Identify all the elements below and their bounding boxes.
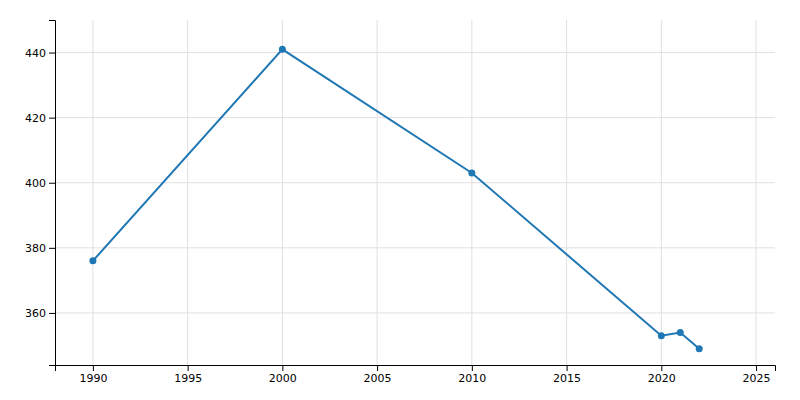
y-tick-mark [49,53,55,54]
x-tick: 1995 [174,365,202,385]
x-tick-mark [567,365,568,371]
x-tick-mark [188,365,189,371]
x-tick: 2025 [743,365,771,385]
y-tick: 420 [25,112,55,125]
y-tick: 360 [25,307,55,320]
x-tick-label: 1990 [79,372,107,385]
y-tick-label: 360 [25,307,46,320]
x-tick: 2010 [458,365,486,385]
grid-line-y [55,52,775,53]
y-tick: 400 [25,177,55,190]
y-tick-mark [49,248,55,249]
y-tick: 380 [25,242,55,255]
y-tick-label: 420 [25,112,46,125]
point [658,332,665,339]
x-tick-label: 2025 [743,372,771,385]
x-tick: 2015 [553,365,581,385]
grid-line-y [55,247,775,248]
y-tick-label: 380 [25,242,46,255]
x-tick-mark [377,365,378,371]
x-tick-label: 2005 [364,372,392,385]
marks [89,46,702,352]
x-tick-label: 2015 [553,372,581,385]
x-tick: 1990 [79,365,107,385]
point [677,329,684,336]
x-axis-line [56,366,776,372]
x-tick-label: 2020 [648,372,676,385]
point [468,169,475,176]
chart-svg: 1990 1995 2000 2005 2010 2015 2020 2025 360 380 40… [0,0,800,400]
y-tick-mark [49,118,55,119]
x-tick-label: 1995 [174,372,202,385]
point [279,46,286,53]
x-tick-mark [661,365,662,371]
x-axis: 1990 1995 2000 2005 2010 2015 2020 2025 [56,365,776,385]
y-tick: 440 [25,47,55,60]
y-axis: 360 380 400 420 440 [25,21,56,366]
y-axis-line [49,21,56,366]
x-tick-label: 2010 [458,372,486,385]
line [93,49,699,348]
x-tick: 2005 [364,365,392,385]
x-tick-mark [472,365,473,371]
y-tick-label: 440 [25,47,46,60]
x-tick: 2020 [648,365,676,385]
y-tick-label: 400 [25,177,46,190]
y-tick-mark [49,313,55,314]
x-tick-mark [282,365,283,371]
y-tick-mark [49,183,55,184]
x-tick-mark [756,365,757,371]
x-tick-mark [93,365,94,371]
grid-line-y [55,117,775,118]
x-tick-label: 2000 [269,372,297,385]
x-tick: 2000 [269,365,297,385]
grid [55,20,775,365]
point [89,257,96,264]
plot-area: 1990 1995 2000 2005 2010 2015 2020 2025 360 380 40… [25,20,776,385]
point [696,345,703,352]
grid-line-y [55,312,775,313]
